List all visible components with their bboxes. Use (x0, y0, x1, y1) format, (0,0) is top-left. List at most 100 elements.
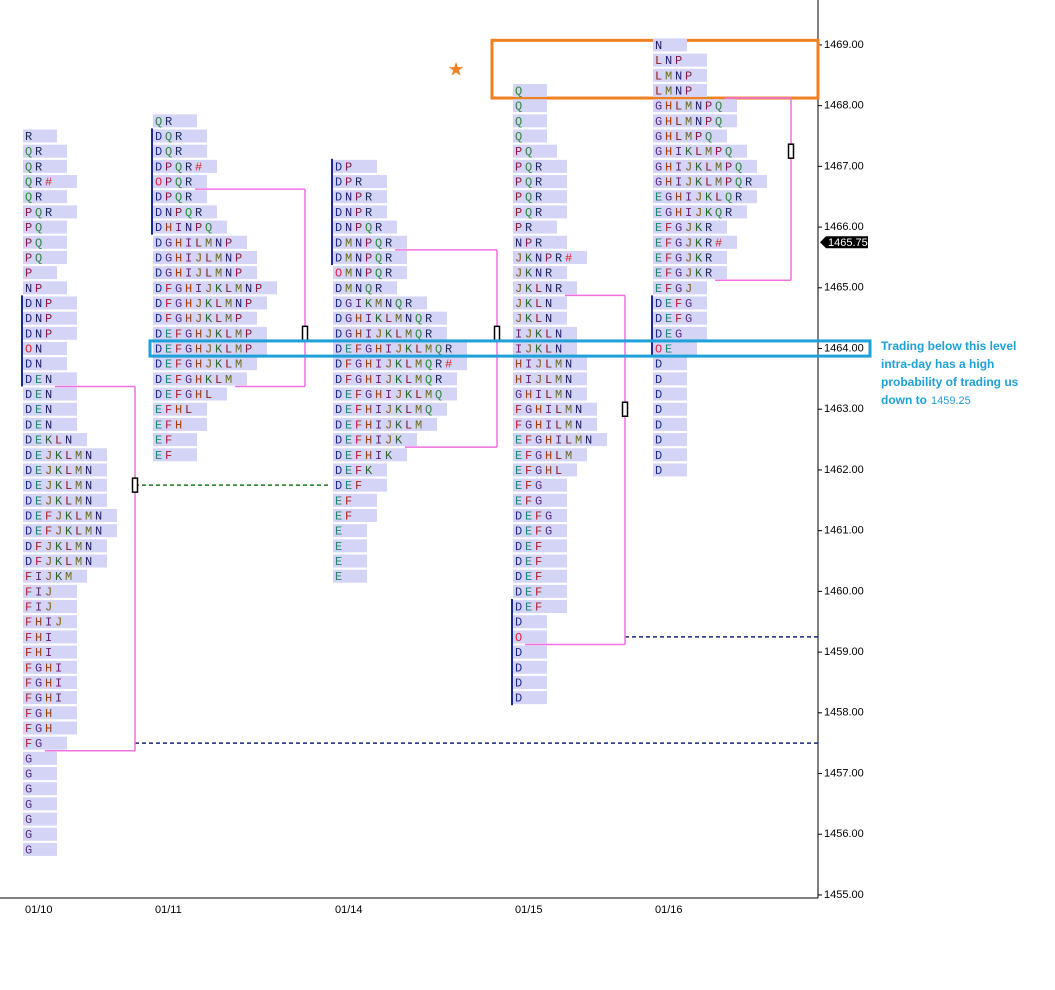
tpo-letter: F (25, 631, 32, 645)
volume-bar (333, 539, 367, 553)
tpo-letter: L (555, 449, 562, 463)
tpo-letter: I (55, 692, 62, 706)
tpo-letter: D (515, 661, 522, 675)
tpo-letter: J (205, 328, 212, 342)
tpo-letter: N (185, 221, 192, 235)
volume-bar (153, 433, 197, 447)
tpo-letter: F (355, 464, 362, 478)
volume-bar (513, 250, 587, 264)
tpo-letter: P (355, 221, 362, 235)
tpo-letter: Q (415, 312, 422, 326)
tpo-letter: H (545, 449, 552, 463)
volume-bar (653, 372, 687, 386)
tpo-letter: E (525, 570, 532, 584)
tpo-row: D (655, 403, 662, 417)
tpo-letter: I (685, 191, 692, 205)
volume-bar (653, 129, 727, 143)
tpo-letter: E (345, 419, 352, 433)
tpo-letter: H (35, 616, 42, 630)
tpo-letter: E (35, 525, 42, 539)
tpo-letter: G (25, 768, 32, 782)
tpo-letter: N (555, 328, 562, 342)
tpo-letter: G (545, 510, 552, 524)
tpo-letter: P (175, 206, 182, 220)
tpo-letter: K (215, 343, 223, 357)
volume-bar (513, 205, 567, 219)
volume-bar (653, 281, 707, 295)
tpo-letter: P (235, 312, 242, 326)
tpo-letter: # (445, 358, 452, 372)
volume-bar (653, 144, 747, 158)
tpo-letter: D (155, 388, 162, 402)
tpo-row: D P Q R # (155, 161, 202, 175)
tpo-letter: D (515, 510, 522, 524)
volume-bar (153, 159, 217, 173)
tpo-letter: J (195, 267, 202, 281)
tpo-row: D (515, 616, 522, 630)
volume-bar (153, 417, 207, 431)
tpo-letter: J (195, 297, 202, 311)
tpo-row: R (25, 130, 32, 144)
tpo-letter: J (205, 282, 212, 296)
tpo-letter: D (25, 555, 32, 569)
tpo-letter: E (655, 191, 662, 205)
volume-bar (23, 372, 77, 386)
tpo-letter: F (175, 373, 182, 387)
tpo-letter: D (335, 449, 342, 463)
volume-bar (513, 554, 567, 568)
volume-bar (513, 311, 567, 325)
tpo-row: G (25, 844, 32, 858)
tpo-letter: L (205, 267, 212, 281)
tpo-letter: J (45, 586, 52, 600)
tpo-letter: N (665, 54, 672, 68)
tpo-row: D (655, 464, 662, 478)
tpo-letter: J (45, 570, 52, 584)
tpo-letter: D (335, 297, 342, 311)
tpo-letter: G (165, 236, 172, 250)
tpo-letter: L (565, 434, 572, 448)
tpo-letter: Q (35, 206, 42, 220)
tpo-letter: N (25, 282, 32, 296)
volume-bar (513, 417, 597, 431)
tpo-letter: K (385, 449, 393, 463)
tpo-letter: K (395, 419, 403, 433)
tpo-letter: H (35, 631, 42, 645)
tpo-letter: N (225, 252, 232, 266)
tpo-letter: K (215, 358, 223, 372)
tpo-letter: M (225, 297, 232, 311)
tpo-letter: K (55, 555, 63, 569)
tpo-letter: H (675, 191, 682, 205)
tpo-letter: R (365, 191, 372, 205)
tpo-letter: G (675, 267, 682, 281)
tpo-letter: F (165, 419, 172, 433)
volume-bar (23, 402, 77, 416)
tpo-letter: D (155, 267, 162, 281)
tpo-letter: M (415, 358, 422, 372)
y-tick-label: 1459.00 (824, 646, 864, 658)
tpo-letter: F (165, 403, 172, 417)
volume-bar (23, 706, 77, 720)
volume-bar (513, 584, 567, 598)
tpo-letter: H (545, 434, 552, 448)
tpo-letter: E (515, 449, 522, 463)
volume-bar (153, 311, 257, 325)
tpo-letter: L (655, 85, 662, 99)
volume-bar (23, 554, 107, 568)
tpo-letter: G (185, 388, 192, 402)
tpo-letter: F (25, 737, 32, 751)
tpo-letter: J (385, 419, 392, 433)
tpo-letter: F (665, 252, 672, 266)
tpo-letter: R (185, 176, 192, 190)
